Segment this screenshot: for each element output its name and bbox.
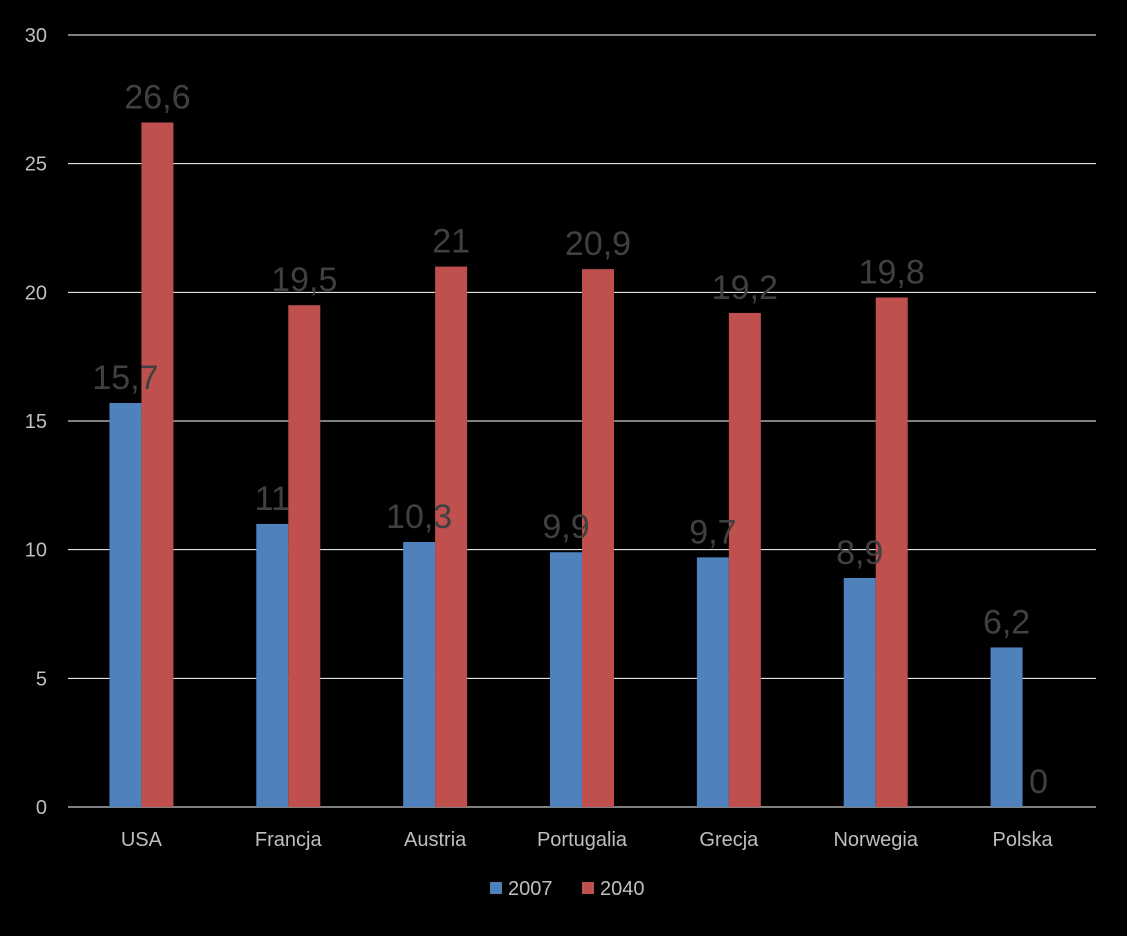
- legend: 2007 2040: [490, 878, 645, 900]
- bar-2007-portugalia: [550, 552, 582, 807]
- data-label: 21: [432, 223, 470, 261]
- bar-2007-grecja: [696, 557, 729, 807]
- data-label: 8,9: [836, 534, 883, 572]
- y-tick-label: 10: [25, 540, 47, 562]
- y-axis-tick-labels: 0 5 10 15 20 25 30: [25, 25, 47, 819]
- data-label: 26,6: [124, 78, 190, 116]
- y-tick-label: 25: [25, 154, 47, 176]
- bar-2007-francja: [256, 523, 289, 807]
- bar-2040-grecja: [728, 312, 761, 807]
- data-label: 19,2: [712, 269, 778, 307]
- data-label: 11: [255, 480, 290, 518]
- y-tick-label: 0: [36, 797, 47, 819]
- x-tick-label: Polska: [993, 829, 1054, 851]
- x-axis-tick-labels: USA Francja Austria Portugalia Grecja Norwegi…: [121, 829, 1054, 851]
- bar-2040-austria: [435, 266, 468, 808]
- bar-2007-polska: [990, 647, 1023, 807]
- legend-label: 2040: [600, 878, 645, 900]
- bar-2040-norwegia: [875, 297, 908, 807]
- legend-swatch-2040: [582, 882, 594, 894]
- bar-2007-norwegia: [843, 577, 876, 807]
- data-label: 0: [1029, 763, 1048, 801]
- bar-2040-portugalia: [582, 269, 614, 807]
- data-label: 15,7: [92, 359, 158, 397]
- legend-label: 2007: [508, 878, 553, 900]
- bar-2007-usa: [109, 402, 142, 807]
- bars: [109, 122, 1023, 808]
- x-tick-label: Norwegia: [833, 829, 918, 851]
- data-label: 9,7: [689, 513, 736, 551]
- data-labels: 15,7 26,6 11 19,5 10,3 21 9,9 20,9 9,7 19,2 8,9 19,…: [92, 78, 1048, 801]
- bar-2007-austria: [403, 541, 436, 807]
- y-tick-label: 15: [25, 411, 47, 433]
- x-tick-label: USA: [121, 829, 163, 851]
- data-label: 6,2: [983, 603, 1030, 641]
- bar-2040-usa: [141, 122, 174, 807]
- y-tick-label: 30: [25, 25, 47, 47]
- data-label: 10,3: [386, 498, 452, 536]
- y-tick-label: 20: [25, 282, 47, 304]
- data-label: 19,5: [271, 261, 337, 299]
- legend-swatch-2007: [490, 882, 502, 894]
- x-tick-label: Portugalia: [537, 829, 628, 851]
- x-tick-label: Francja: [255, 829, 323, 851]
- x-tick-label: Grecja: [699, 829, 759, 851]
- data-label: 9,9: [542, 508, 589, 546]
- data-label: 20,9: [565, 225, 631, 263]
- data-label: 19,8: [859, 253, 925, 291]
- x-tick-label: Austria: [404, 829, 467, 851]
- y-tick-label: 5: [36, 668, 47, 690]
- bar-2040-francja: [288, 305, 321, 807]
